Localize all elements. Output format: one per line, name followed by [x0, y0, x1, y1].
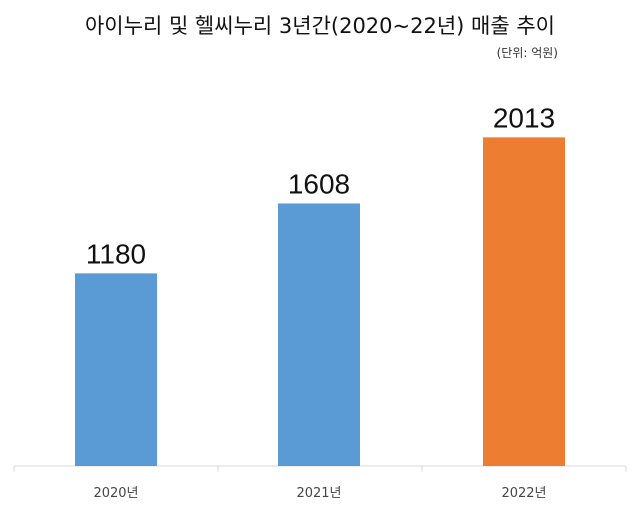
bar-2022년 — [483, 137, 565, 467]
data-label-2020년: 1180 — [86, 238, 146, 269]
x-tick-label: 2020년 — [93, 486, 138, 501]
bar-2020년 — [75, 273, 157, 466]
x-tick-label: 2021년 — [296, 486, 341, 501]
chart-title: 아이누리 및 헬씨누리 3년간(2020~22년) 매출 추이 — [84, 14, 555, 38]
unit-note: (단위: 억원) — [496, 46, 558, 60]
data-label-2022년: 2013 — [493, 102, 555, 133]
x-tick-label: 2022년 — [501, 486, 546, 501]
bar-2021년 — [278, 203, 360, 466]
data-label-2021년: 1608 — [288, 168, 350, 199]
